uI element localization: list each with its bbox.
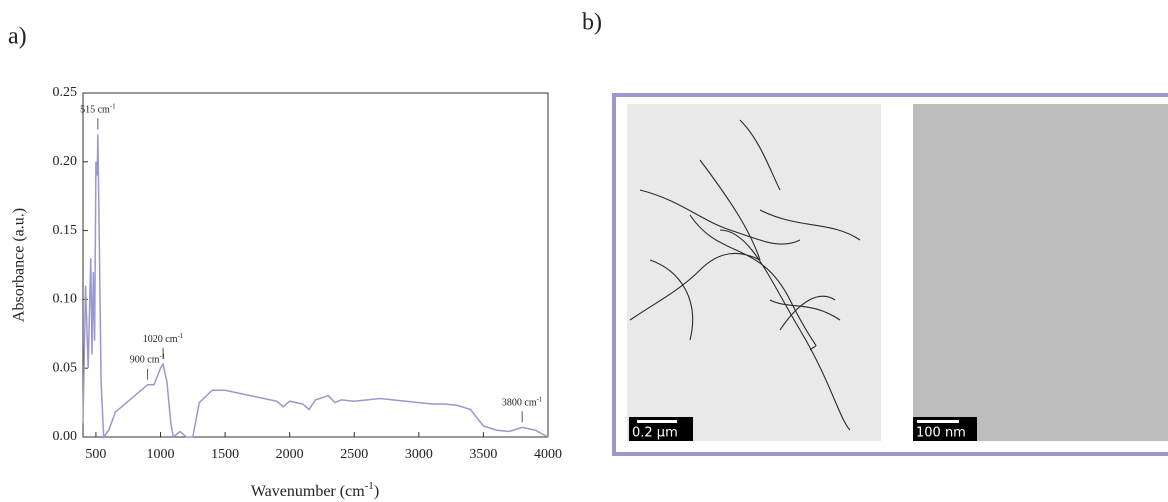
scale-bar-label: 0.2 µm	[632, 426, 678, 441]
annotation-sup: -1	[178, 332, 184, 340]
y-tick-label: 0.15	[53, 223, 78, 238]
scale-bar-line	[917, 420, 959, 423]
panel-label: a)	[8, 24, 27, 50]
y-tick-label: 0.25	[53, 85, 78, 100]
x-axis-title-text: Wavenumber (cm	[251, 483, 365, 500]
x-tick-label: 3500	[469, 447, 497, 462]
annotation-text: 3800 cm	[502, 398, 537, 409]
x-tick-label: 4000	[534, 447, 562, 462]
x-tick-label: 1500	[211, 447, 239, 462]
x-tick-label: 2000	[276, 447, 304, 462]
micrograph	[913, 104, 1168, 441]
annotation-sup: -1	[537, 395, 543, 403]
annotation-sup: -1	[110, 102, 116, 110]
x-axis-title: Wavenumber (cm-1)	[251, 480, 379, 500]
annotation: 3800 cm-1	[502, 395, 543, 409]
micrograph	[627, 104, 881, 441]
x-tick-label: 3000	[405, 447, 433, 462]
y-tick-label: 0.05	[53, 360, 78, 375]
annotation-text: 1020 cm	[143, 334, 178, 345]
x-tick-label: 500	[85, 447, 106, 462]
y-tick-label: 0.00	[53, 429, 78, 444]
y-tick-label: 0.20	[53, 154, 78, 169]
annotation: 515 cm-1	[80, 102, 116, 116]
annotation: 900 cm-1	[130, 352, 166, 366]
annotation-text: 900 cm	[130, 355, 160, 366]
scale-bar-label: 100 nm	[916, 426, 966, 441]
x-tick-label: 2500	[340, 447, 368, 462]
x-axis-title-end: )	[374, 483, 379, 500]
image-frame	[612, 93, 1168, 456]
y-tick-label: 0.10	[53, 292, 78, 307]
scale-bar-line	[637, 420, 677, 423]
annotation: 1020 cm-1	[143, 332, 184, 346]
y-axis-title: Absorbance (a.u.)	[11, 208, 28, 322]
plot-frame	[82, 92, 549, 438]
panel-label: b)	[582, 10, 602, 36]
spectrum-line	[82, 134, 549, 440]
x-axis-title-sup: -1	[365, 480, 374, 492]
annotation-text: 515 cm	[80, 105, 110, 116]
x-tick-label: 1000	[147, 447, 175, 462]
